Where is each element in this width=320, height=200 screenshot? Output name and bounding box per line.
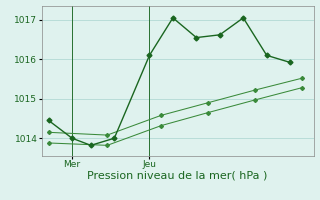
X-axis label: Pression niveau de la mer( hPa ): Pression niveau de la mer( hPa ) [87,171,268,181]
